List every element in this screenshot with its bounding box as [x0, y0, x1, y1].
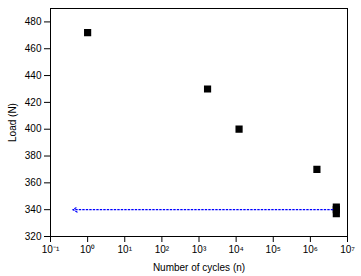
- svg-text:10²: 10²: [155, 244, 170, 255]
- svg-text:440: 440: [25, 70, 42, 81]
- svg-text:10⁷: 10⁷: [340, 244, 355, 255]
- svg-text:360: 360: [25, 177, 42, 188]
- svg-text:460: 460: [25, 43, 42, 54]
- svg-text:10⁻¹: 10⁻¹: [42, 244, 60, 255]
- svg-text:Number of cycles (n): Number of cycles (n): [153, 262, 245, 273]
- svg-text:10⁴: 10⁴: [228, 244, 243, 255]
- svg-text:10³: 10³: [192, 244, 207, 255]
- svg-text:10⁰: 10⁰: [80, 244, 95, 255]
- svg-text:Load (N): Load (N): [7, 103, 18, 142]
- svg-text:10⁵: 10⁵: [266, 244, 281, 255]
- svg-text:380: 380: [25, 150, 42, 161]
- svg-text:340: 340: [25, 204, 42, 215]
- svg-text:10¹: 10¹: [118, 244, 133, 255]
- svg-text:320: 320: [25, 231, 42, 242]
- svg-text:10⁶: 10⁶: [303, 244, 318, 255]
- svg-text:480: 480: [25, 16, 42, 27]
- svg-text:400: 400: [25, 123, 42, 134]
- svg-text:420: 420: [25, 97, 42, 108]
